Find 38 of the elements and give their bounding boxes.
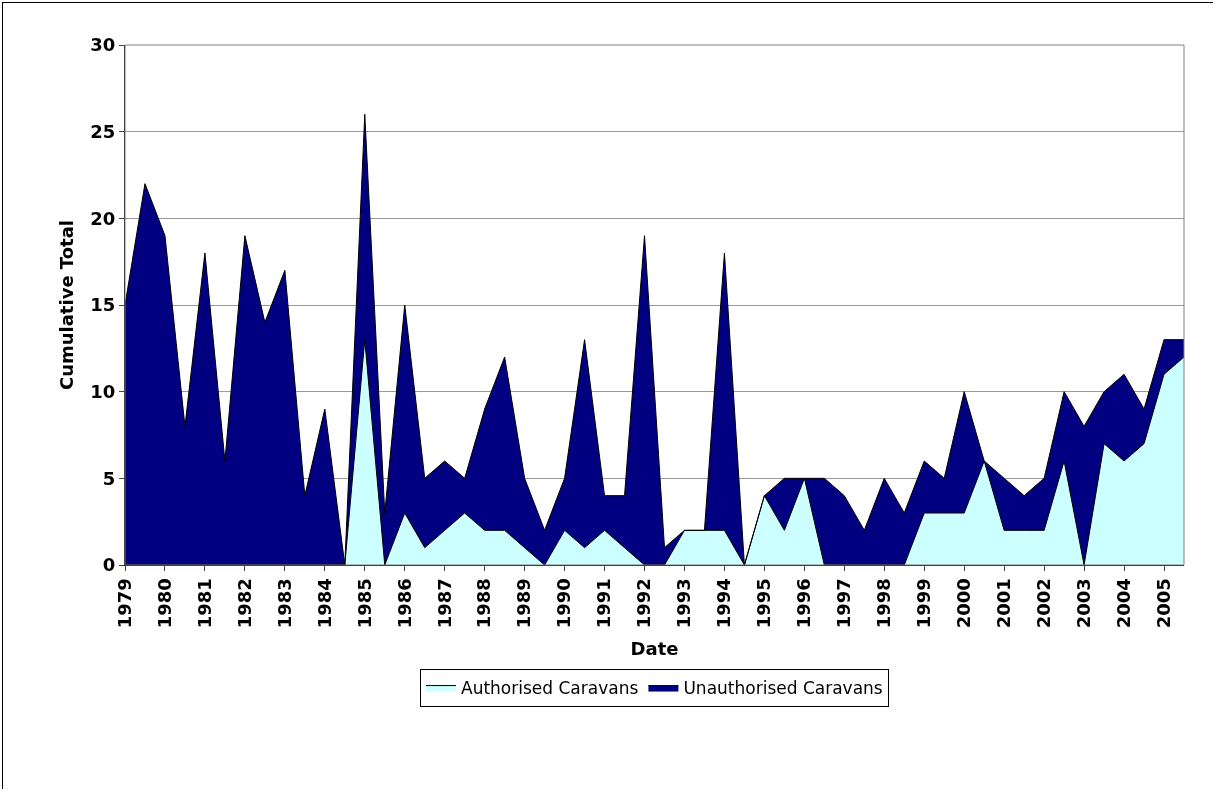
y-tick-label: 10 — [90, 380, 116, 402]
x-tick-label: 2005 — [1152, 578, 1174, 629]
x-tick-label: 1991 — [593, 578, 615, 629]
x-axis-title: Date — [630, 638, 679, 660]
legend-label: Unauthorised Caravans — [683, 678, 883, 699]
x-tick-label: 1993 — [673, 578, 695, 629]
x-tick-label: 2004 — [1112, 578, 1134, 629]
x-tick-label: 1994 — [713, 578, 735, 629]
x-tick-label: 1998 — [873, 578, 895, 629]
x-tick-label: 1984 — [313, 578, 335, 629]
x-tick-label: 1992 — [633, 578, 655, 629]
y-tick-label: 0 — [102, 554, 116, 576]
x-tick-label: 1990 — [553, 578, 575, 629]
x-tick-label: 2002 — [1032, 578, 1054, 629]
x-tick-label: 1995 — [753, 578, 775, 629]
y-tick-label: 5 — [102, 467, 116, 489]
x-tick-label: 1981 — [193, 578, 215, 629]
x-tick-label: 1987 — [433, 578, 455, 629]
y-tick-label: 25 — [90, 120, 116, 142]
x-tick-label: 1988 — [473, 578, 495, 629]
x-tick-label: 2000 — [953, 578, 975, 629]
x-tick-label: 2001 — [993, 578, 1015, 629]
x-tick-label: 1999 — [913, 578, 935, 629]
y-tick-label: 30 — [90, 34, 116, 56]
x-tick-label: 2003 — [1072, 578, 1094, 629]
x-tick-label: 1985 — [353, 578, 375, 629]
x-tick-label: 1979 — [113, 578, 135, 629]
x-tick-label: 1986 — [393, 578, 415, 629]
x-tick-label: 1982 — [233, 578, 255, 629]
x-tick-label: 1983 — [273, 578, 295, 629]
x-tick-label: 1989 — [513, 578, 535, 629]
legend-label: Authorised Caravans — [461, 678, 639, 699]
y-axis-title: Cumulative Total — [55, 219, 77, 391]
y-tick-label: 15 — [90, 294, 116, 316]
x-tick-label: 1980 — [153, 578, 175, 629]
x-tick-label: 1996 — [793, 578, 815, 629]
x-tick-label: 1997 — [833, 578, 855, 629]
y-tick-label: 20 — [90, 207, 116, 229]
